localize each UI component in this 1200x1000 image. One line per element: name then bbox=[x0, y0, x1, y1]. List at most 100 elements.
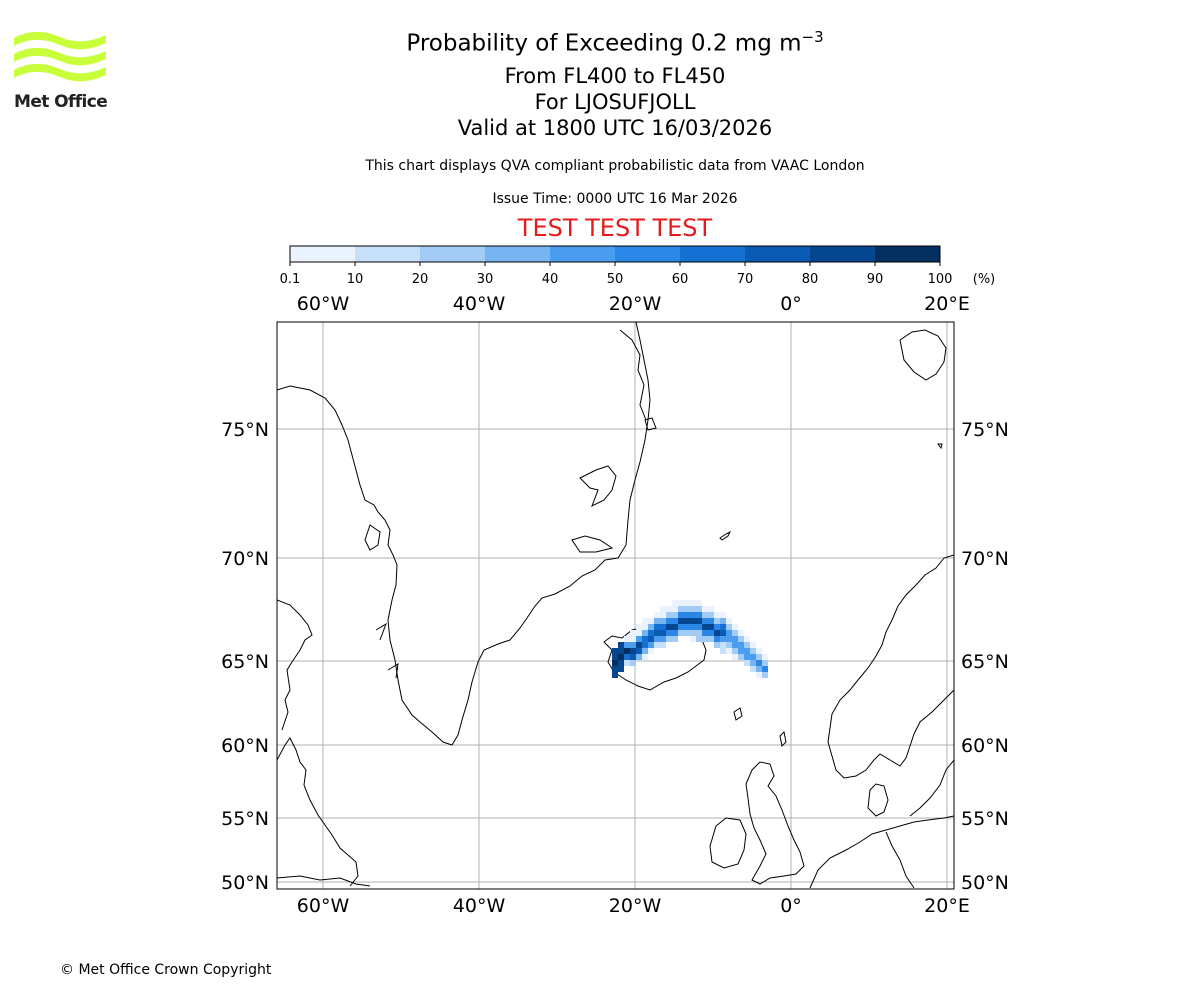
lon-label-top: 60°W bbox=[297, 293, 350, 315]
axis-labels: 60°W 60°W 40°W 40°W 20°W 20°W 0° 0° 20°E 20°E 75°N… bbox=[221, 293, 1009, 917]
plume-cell bbox=[678, 618, 684, 624]
plume-cell bbox=[744, 648, 750, 654]
colorbar: 0.1 10 20 30 40 50 60 70 80 90 100 (%) bbox=[280, 245, 996, 287]
copyright-notice: © Met Office Crown Copyright bbox=[60, 962, 272, 978]
plume-cell bbox=[636, 642, 642, 648]
plume-cell bbox=[672, 612, 678, 618]
plume-cell bbox=[696, 636, 702, 642]
plume-cell bbox=[654, 636, 660, 642]
plume-cell bbox=[684, 630, 690, 636]
plume-cell bbox=[732, 654, 738, 660]
lat-label-right: 50°N bbox=[961, 872, 1009, 894]
plume-cell bbox=[684, 624, 690, 630]
plume-cell bbox=[690, 612, 696, 618]
plume-cell bbox=[630, 636, 636, 642]
valid-time: Valid at 1800 UTC 16/03/2026 bbox=[457, 116, 773, 140]
plume-cell bbox=[660, 606, 666, 612]
plume-cell bbox=[732, 648, 738, 654]
plume-cell bbox=[690, 630, 696, 636]
plume-cell bbox=[624, 642, 630, 648]
plume-cell bbox=[666, 624, 672, 630]
labrador-coast bbox=[277, 737, 359, 887]
plume-cell bbox=[732, 630, 738, 636]
colorbar-tick-label: 0.1 bbox=[280, 272, 301, 287]
plume-cell bbox=[672, 600, 678, 606]
map-gridlines bbox=[277, 322, 954, 889]
colorbar-segment bbox=[550, 246, 615, 262]
plume-cell bbox=[666, 612, 672, 618]
plume-cell bbox=[714, 630, 720, 636]
plume-cell bbox=[708, 606, 714, 612]
probability-plume bbox=[612, 600, 768, 678]
plume-cell bbox=[648, 642, 654, 648]
plume-cell bbox=[720, 642, 726, 648]
plume-cell bbox=[660, 612, 666, 618]
plume-cell bbox=[684, 606, 690, 612]
greenland-inlet bbox=[387, 663, 399, 679]
plume-cell bbox=[750, 642, 756, 648]
lat-label-right: 65°N bbox=[961, 651, 1009, 673]
plume-cell bbox=[750, 648, 756, 654]
lon-label-top: 20°W bbox=[609, 293, 662, 315]
lat-label-right: 70°N bbox=[961, 548, 1009, 570]
plume-cell bbox=[654, 624, 660, 630]
plume-cell bbox=[690, 624, 696, 630]
plume-cell bbox=[708, 636, 714, 642]
plume-cell bbox=[762, 672, 768, 678]
colorbar-segment bbox=[290, 246, 355, 262]
plume-cell bbox=[642, 648, 648, 654]
lat-label-left: 60°N bbox=[221, 735, 269, 757]
ireland-coast bbox=[709, 817, 747, 869]
colorbar-tick-label: 10 bbox=[347, 272, 364, 287]
plume-cell bbox=[696, 612, 702, 618]
plume-cell bbox=[756, 648, 762, 654]
plume-cell bbox=[756, 666, 762, 672]
plume-cell bbox=[630, 642, 636, 648]
plume-cell bbox=[732, 642, 738, 648]
bear-island-coast bbox=[937, 443, 943, 450]
lon-label-top: 0° bbox=[780, 293, 802, 315]
plume-cell bbox=[678, 600, 684, 606]
plume-cell bbox=[618, 642, 624, 648]
plume-cell bbox=[744, 642, 750, 648]
plume-cell bbox=[714, 624, 720, 630]
plume-cell bbox=[690, 606, 696, 612]
plume-cell bbox=[642, 642, 648, 648]
plume-cell bbox=[666, 606, 672, 612]
baltic-border bbox=[885, 831, 915, 889]
plume-cell bbox=[738, 654, 744, 660]
plume-cell bbox=[702, 630, 708, 636]
plume-cell bbox=[696, 630, 702, 636]
plume-cell bbox=[642, 624, 648, 630]
issue-time: Issue Time: 0000 UTC 16 Mar 2026 bbox=[492, 191, 738, 207]
plume-cell bbox=[654, 612, 660, 618]
lat-label-right: 55°N bbox=[961, 808, 1009, 830]
plume-cell bbox=[672, 624, 678, 630]
plume-cell bbox=[678, 630, 684, 636]
svalbard-coast bbox=[899, 329, 947, 381]
plume-cell bbox=[630, 648, 636, 654]
logo-text: Met Office bbox=[14, 92, 108, 112]
plume-cell bbox=[630, 654, 636, 660]
title-exponent: −3 bbox=[801, 28, 824, 46]
plume-cell bbox=[642, 654, 648, 660]
colorbar-unit: (%) bbox=[973, 272, 996, 287]
plume-cell bbox=[750, 666, 756, 672]
plume-cell bbox=[636, 648, 642, 654]
colorbar-segment bbox=[875, 246, 940, 262]
plume-cell bbox=[738, 636, 744, 642]
plume-cell bbox=[762, 666, 768, 672]
plume-cell bbox=[660, 624, 666, 630]
plume-cell bbox=[654, 630, 660, 636]
lat-label-left: 75°N bbox=[221, 419, 269, 441]
lat-label-left: 50°N bbox=[221, 872, 269, 894]
plume-cell bbox=[726, 648, 732, 654]
plume-cell bbox=[696, 600, 702, 606]
plume-cell bbox=[666, 630, 672, 636]
lon-label-bottom: 0° bbox=[780, 895, 802, 917]
colorbar-segment bbox=[485, 246, 550, 262]
level-range: From FL400 to FL450 bbox=[504, 64, 726, 88]
plume-cell bbox=[684, 612, 690, 618]
plume-cell bbox=[672, 636, 678, 642]
plume-cell bbox=[672, 606, 678, 612]
